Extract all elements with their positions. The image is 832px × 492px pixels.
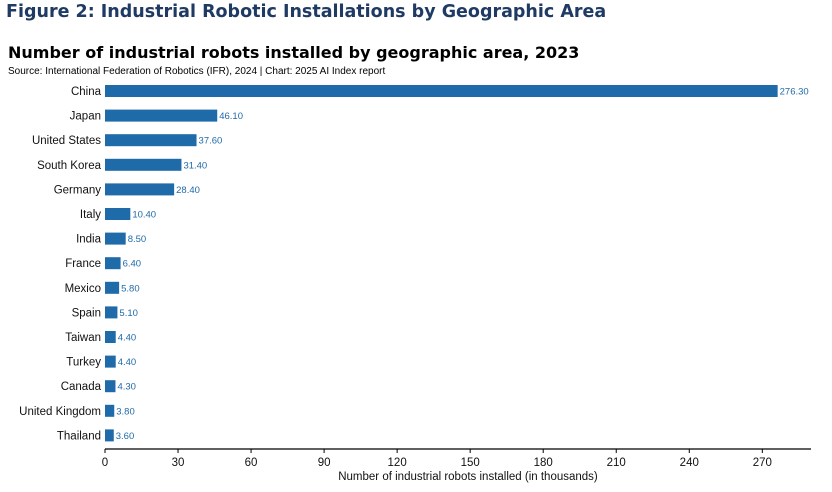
x-tick-label: 240 bbox=[680, 457, 699, 469]
figure-title: Figure 2: Industrial Robotic Installatio… bbox=[6, 2, 607, 22]
bar-7 bbox=[105, 257, 121, 270]
x-tick-label: 90 bbox=[318, 457, 331, 469]
category-label: United Kingdom bbox=[19, 406, 101, 418]
bar-11 bbox=[105, 355, 116, 368]
value-label: 4.40 bbox=[118, 357, 137, 368]
bar-0 bbox=[105, 85, 778, 97]
value-label: 8.50 bbox=[128, 234, 147, 245]
chart-title: Number of industrial robots installed by… bbox=[8, 43, 580, 62]
category-label: Germany bbox=[54, 184, 102, 196]
category-label: Spain bbox=[72, 307, 101, 319]
bar-12 bbox=[105, 380, 116, 393]
category-label: Taiwan bbox=[65, 332, 101, 344]
category-label: Thailand bbox=[57, 430, 101, 442]
category-label: China bbox=[71, 86, 102, 98]
value-label: 6.40 bbox=[123, 259, 142, 270]
bar-1 bbox=[105, 109, 218, 122]
bar-14 bbox=[105, 429, 114, 442]
x-tick-label: 60 bbox=[245, 457, 258, 469]
x-tick-label: 120 bbox=[388, 457, 407, 469]
value-label: 31.40 bbox=[183, 160, 207, 171]
bar-10 bbox=[105, 331, 116, 343]
category-label: South Korea bbox=[37, 160, 102, 172]
bar-5 bbox=[105, 208, 131, 220]
bar-4 bbox=[105, 183, 175, 196]
x-axis-label: Number of industrial robots installed (i… bbox=[338, 471, 598, 483]
category-label: Italy bbox=[80, 209, 101, 221]
value-labels-group: 276.30 46.10 37.60 31.40 28.40 10.40 8.50 6.40 5… bbox=[116, 87, 809, 442]
value-label: 28.40 bbox=[176, 185, 200, 196]
category-label: Japan bbox=[70, 111, 101, 123]
category-label: India bbox=[76, 234, 102, 246]
value-label: 10.40 bbox=[132, 210, 156, 221]
category-label: France bbox=[65, 258, 101, 270]
category-label: Turkey bbox=[66, 357, 101, 369]
value-label: 5.80 bbox=[121, 283, 139, 294]
x-tick-label: 30 bbox=[172, 457, 185, 469]
x-tick-label: 150 bbox=[461, 457, 480, 469]
bar-3 bbox=[105, 158, 182, 171]
x-ticks-group: 0 30 60 90 120 150 180 210 240 270 bbox=[102, 449, 772, 469]
bar-13 bbox=[105, 404, 115, 417]
x-tick-label: 270 bbox=[753, 457, 772, 469]
category-label: United States bbox=[32, 135, 101, 147]
x-tick-label: 180 bbox=[534, 457, 553, 469]
bar-8 bbox=[105, 281, 120, 294]
value-label: 3.80 bbox=[116, 406, 135, 417]
value-label: 4.30 bbox=[117, 382, 136, 393]
value-label: 5.10 bbox=[119, 308, 138, 319]
chart-source: Source: International Federation of Robo… bbox=[8, 66, 386, 77]
bars-group bbox=[105, 85, 778, 442]
x-tick-label: 0 bbox=[102, 457, 108, 469]
value-label: 3.60 bbox=[116, 431, 134, 442]
category-label: Mexico bbox=[65, 283, 101, 295]
bar-9 bbox=[105, 306, 118, 319]
bar-2 bbox=[105, 134, 197, 147]
value-label: 46.10 bbox=[219, 111, 243, 122]
x-tick-label: 210 bbox=[607, 457, 626, 469]
value-label: 37.60 bbox=[199, 136, 223, 147]
value-label: 4.40 bbox=[118, 333, 137, 344]
value-label: 276.30 bbox=[780, 87, 809, 98]
category-labels-group: China Japan United States South Korea German… bbox=[19, 86, 101, 442]
category-label: Canada bbox=[61, 381, 102, 393]
bar-6 bbox=[105, 232, 126, 245]
